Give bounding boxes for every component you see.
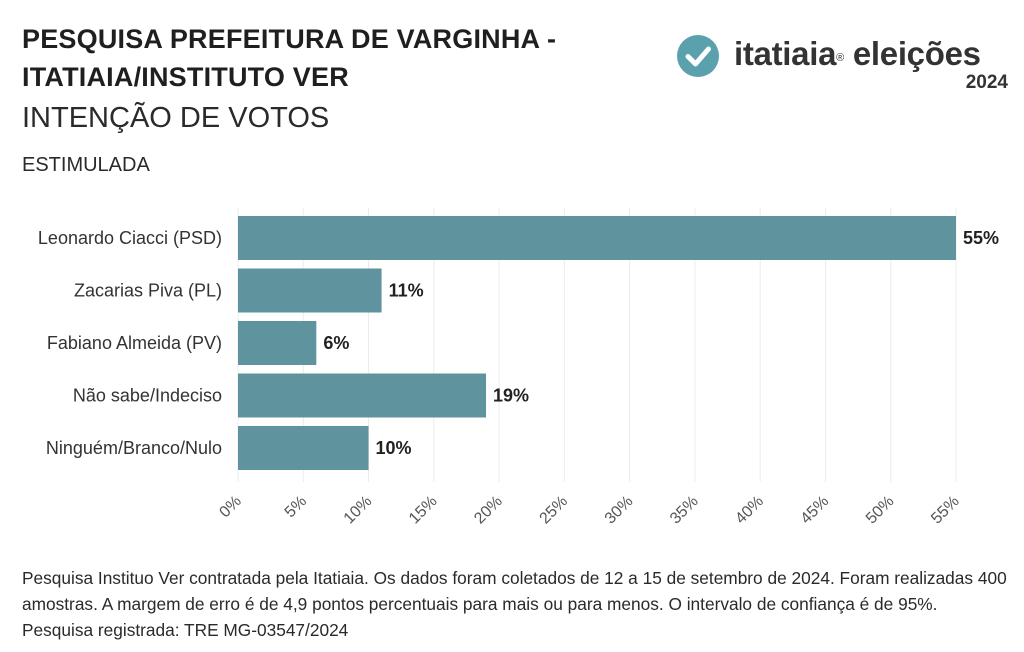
tick-layer: 0% 5% 10% 15% 20% 25% 30% 35% 40% 45% 50% 55% [216, 493, 962, 528]
category-label: Ninguém/Branco/Nulo [46, 438, 222, 458]
value-label: 55% [963, 228, 999, 248]
value-label: 10% [376, 438, 412, 458]
bar [238, 426, 369, 470]
footnote: Pesquisa Instituo Ver contratada pela It… [22, 568, 1007, 640]
label-layer: Leonardo Ciacci (PSD) 55% Zacarias Piva (P… [38, 228, 999, 458]
x-tick-label: 30% [602, 493, 637, 528]
chart-subtitle: INTENÇÃO DE VOTOS [22, 102, 330, 134]
category-label: Leonardo Ciacci (PSD) [38, 228, 222, 248]
brand-logo: itatiaia® eleições 2024 [676, 32, 1016, 102]
x-tick-label: 10% [341, 493, 376, 528]
brand-year: 2024 [965, 72, 1008, 93]
brand-wordmark: itatiaia [734, 35, 837, 72]
title-line-1: PESQUISA PREFEITURA DE VARGINHA - [22, 24, 557, 54]
x-tick-label: 20% [471, 493, 506, 528]
brand-section: eleições [852, 35, 981, 72]
category-label: Zacarias Piva (PL) [74, 281, 222, 301]
bar [238, 216, 956, 260]
value-label: 6% [323, 333, 349, 353]
bar [238, 373, 487, 418]
title-line-2: ITATIAIA/INSTITUTO VER [22, 62, 349, 92]
value-label: 19% [493, 386, 529, 406]
x-tick-label: 55% [928, 493, 963, 528]
category-label: Fabiano Almeida (PV) [47, 333, 222, 353]
x-tick-label: 5% [282, 493, 310, 521]
x-tick-label: 50% [863, 493, 898, 528]
x-tick-label: 15% [406, 493, 441, 528]
bar-layer [238, 216, 956, 470]
brand-name: itatiaia® eleições [734, 34, 981, 74]
bar [238, 321, 317, 365]
chart-title: PESQUISA PREFEITURA DE VARGINHA - ITATIA… [22, 20, 556, 96]
bar-chart: Leonardo Ciacci (PSD) 55% Zacarias Piva (P… [38, 208, 999, 528]
x-tick-label: 45% [798, 493, 833, 528]
registered-mark: ® [836, 52, 844, 64]
category-label: Não sabe/Indeciso [73, 386, 222, 406]
x-tick-label: 25% [537, 493, 572, 528]
x-tick-label: 40% [732, 493, 767, 528]
check-circle-icon [677, 35, 719, 77]
chart-subtitle-secondary: ESTIMULADA [22, 154, 150, 176]
bar [238, 268, 382, 313]
value-label: 11% [389, 281, 424, 301]
x-tick-label: 0% [216, 493, 244, 521]
x-tick-label: 35% [667, 493, 702, 528]
